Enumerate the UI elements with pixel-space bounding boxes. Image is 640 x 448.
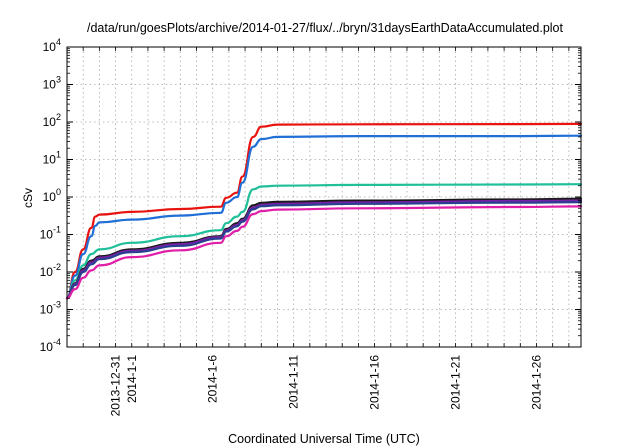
x-axis-ticks: 2013-12-31 2014-1-1 2014-1-6 2014-1-11 2014-… (66, 47, 570, 417)
series-line-5 (65, 199, 583, 300)
y-tick-label: 10-4 (40, 337, 61, 354)
y-tick-label: 104 (43, 37, 61, 54)
series-line-2 (65, 134, 583, 300)
x-tick-label: 2014-1-26 (529, 355, 543, 410)
chart-title: /data/run/goesPlots/archive/2014-01-27/f… (87, 21, 563, 35)
series-line-1 (65, 122, 583, 300)
grid (66, 47, 581, 347)
x-tick-label: 2014-1-16 (368, 355, 382, 410)
series-line-3 (65, 183, 583, 300)
series-line-6 (65, 201, 583, 300)
y-tick-label: 10-3 (40, 300, 61, 317)
y-tick-label: 10-2 (40, 262, 61, 279)
y-tick-label: 101 (43, 150, 61, 167)
y-tick-label: 103 (43, 75, 61, 92)
series-line-7 (65, 205, 583, 300)
x-axis-label: Coordinated Universal Time (UTC) (228, 432, 420, 446)
y-tick-label: 102 (43, 112, 61, 129)
x-tick-label: 2014-1-6 (206, 355, 220, 403)
y-tick-label: 10-1 (40, 225, 61, 242)
x-tick-label: 2014-1-21 (449, 355, 463, 410)
y-axis-label: cSv (21, 188, 35, 208)
x-tick-label: 2013-12-31 (109, 355, 123, 417)
x-tick-label: 2014-1-11 (287, 355, 301, 409)
y-tick-label: 100 (43, 187, 61, 204)
series-group (65, 122, 583, 300)
x-tick-label: 2014-1-1 (125, 355, 139, 403)
